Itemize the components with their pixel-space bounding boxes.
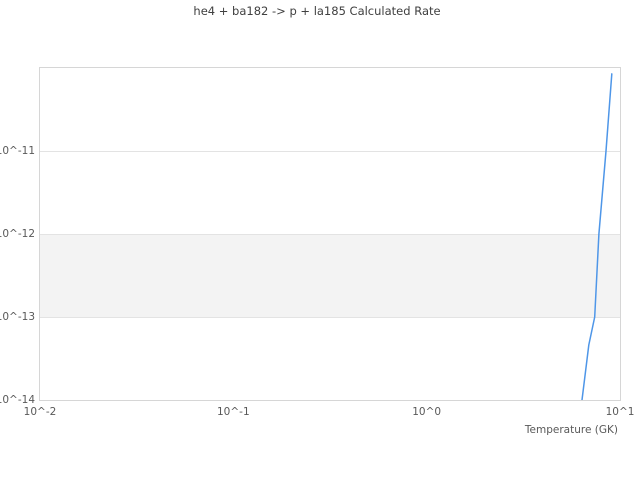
gridline [40, 151, 620, 152]
y-tick-label: 10^-11 [0, 144, 35, 157]
x-tick-label: 10^0 [412, 406, 442, 418]
rate-line-layer [581, 73, 613, 400]
y-tick-label: 10^-13 [0, 310, 35, 323]
x-tick-label: 10^-2 [23, 406, 57, 418]
x-tick-label: 10^-1 [217, 406, 250, 418]
y-tick-label: 10^-12 [0, 227, 35, 240]
x-tick-label: 10^1 [605, 406, 635, 418]
highlight-band [40, 234, 620, 317]
plot-canvas [40, 68, 620, 400]
y-tick-label: 10^-14 [0, 393, 35, 406]
x-axis-label: Temperature (GK) [524, 424, 618, 436]
chart-title: he4 + ba182 -> p + la185 Calculated Rate [193, 4, 441, 18]
rate-line [581, 73, 613, 400]
gridline [40, 317, 620, 318]
gridline [40, 234, 620, 235]
